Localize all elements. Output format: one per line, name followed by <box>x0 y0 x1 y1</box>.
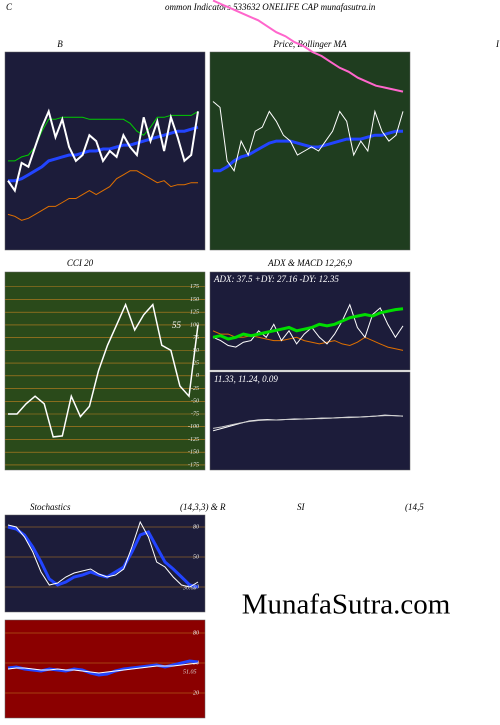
y-tick-label: 150 <box>190 297 199 303</box>
y-tick-label: 50 <box>193 554 199 560</box>
panel <box>209 371 411 471</box>
y-tick-label: -150 <box>188 450 199 456</box>
chart-subtitle: (14,3,3) & R <box>180 502 226 512</box>
y-tick-label: -100 <box>188 424 199 430</box>
panel <box>4 51 206 251</box>
panel <box>4 619 206 719</box>
series-line <box>7 170 198 221</box>
series-line <box>7 659 199 677</box>
series-line <box>8 302 199 438</box>
annotation: 11.33, 11.24, 0.09 <box>214 374 278 384</box>
series-line <box>7 520 199 588</box>
y-tick-label: 80 <box>193 524 199 530</box>
chart-title: B <box>57 39 63 49</box>
series-line <box>7 662 199 674</box>
chart-title: CCI 20 <box>67 258 94 268</box>
header-title: ommon Indicators 533632 ONELIFE CAP muna… <box>165 2 376 12</box>
y-tick-label: -25 <box>191 386 199 392</box>
annotation: 30.69 <box>182 585 197 591</box>
header-edge: I <box>495 39 500 49</box>
series-line <box>212 415 404 429</box>
panel <box>4 514 206 613</box>
y-tick-label: 175 <box>190 284 199 290</box>
series-line <box>212 303 404 348</box>
chart-title: SI <box>297 502 306 512</box>
annotation: 51.05 <box>183 669 197 675</box>
header-letter: C <box>6 2 13 12</box>
chart-title: Price, Bollinger MA <box>272 39 347 49</box>
annotation: 55 <box>172 320 182 330</box>
series-line <box>213 129 403 173</box>
series-line <box>212 101 404 172</box>
y-tick-label: 125 <box>190 310 199 316</box>
y-tick-label: 0 <box>196 373 199 379</box>
y-tick-label: -125 <box>188 437 199 443</box>
y-tick-label: -75 <box>191 411 199 417</box>
panel <box>209 51 411 251</box>
watermark: MunafaSutra.com <box>242 589 451 621</box>
series-line <box>7 108 199 194</box>
chart-title: Stochastics <box>30 502 71 512</box>
series-line <box>212 0 404 93</box>
series-line <box>212 330 404 351</box>
series-line <box>212 307 404 341</box>
y-tick-label: -175 <box>188 462 199 468</box>
annotation: ADX: 37.5 +DY: 27.16 -DY: 12.35 <box>213 274 339 284</box>
y-tick-label: 100 <box>190 322 199 328</box>
chart-title: ADX & MACD 12,26,9 <box>267 258 352 268</box>
series-line <box>8 125 199 183</box>
panel <box>209 271 411 371</box>
y-tick-label: 50 <box>193 348 199 354</box>
y-tick-label: -50 <box>191 399 199 405</box>
chart-subtitle: (14,5 <box>405 502 424 512</box>
y-tick-label: 25 <box>193 360 199 366</box>
panel <box>4 271 206 471</box>
y-tick-label: 20 <box>193 690 199 696</box>
y-tick-label: 80 <box>193 630 199 636</box>
